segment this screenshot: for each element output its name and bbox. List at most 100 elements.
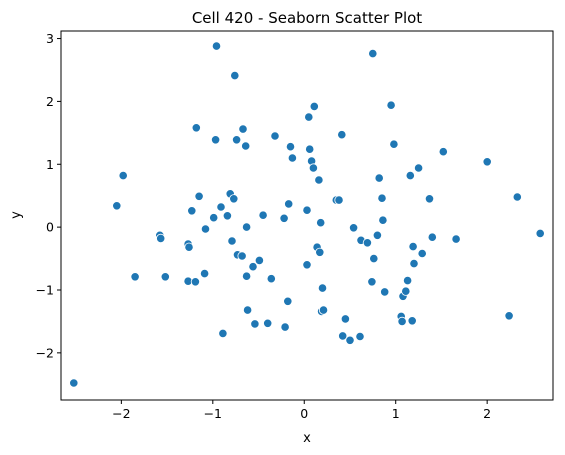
data-point-68 [355,331,365,342]
data-point-89 [409,258,419,269]
data-point-56 [316,218,326,228]
data-point-77 [378,215,388,225]
data-point-87 [407,316,417,326]
data-point-93 [427,232,437,242]
data-point-57 [315,247,325,257]
data-point-49 [304,112,314,122]
data-point-38 [263,318,273,328]
data-point-15 [200,224,211,234]
data-point-82 [397,316,407,326]
y-tick-label: 0 [46,220,54,235]
data-point-24 [229,194,239,204]
data-point-21 [222,211,232,221]
data-point-63 [337,130,347,140]
ticks-layer: −2 −1 0 1 2 −2 −1 0 1 2 3 [36,31,492,421]
data-point-33 [242,271,252,281]
data-point-14 [200,268,210,279]
data-point-35 [250,319,260,329]
data-point-42 [280,322,290,332]
x-axis-label: x [303,431,311,446]
data-point-44 [284,199,294,209]
data-point-25 [230,71,240,81]
data-point-97 [504,311,514,321]
data-point-16 [209,213,219,223]
data-point-58 [317,283,328,293]
data-point-45 [285,142,296,152]
data-point-80 [389,139,399,149]
data-point-34 [248,262,258,272]
data-point-37 [258,210,268,220]
points-layer [69,41,545,388]
data-point-40 [270,131,280,141]
data-point-79 [386,100,396,110]
data-point-41 [279,213,289,223]
data-point-99 [535,228,545,238]
y-tick-label: 3 [46,31,54,46]
data-point-20 [218,328,228,338]
data-point-3 [130,272,140,282]
x-tick-label: −1 [204,406,222,421]
data-point-8 [184,242,194,252]
data-point-46 [287,153,297,163]
x-tick-label: 0 [300,406,308,421]
data-point-48 [302,260,312,270]
data-point-94 [438,147,448,157]
data-point-12 [191,123,201,133]
data-point-2 [118,171,128,181]
data-point-32 [242,222,252,232]
data-point-72 [368,48,378,59]
data-point-86 [405,171,415,181]
y-tick-label: 1 [46,157,54,172]
data-point-62 [334,195,344,205]
y-tick-label: 2 [46,94,54,109]
y-tick-label: −1 [36,282,54,297]
data-point-30 [241,141,251,151]
data-point-88 [408,242,418,252]
x-tick-label: −2 [112,406,130,421]
data-point-71 [367,277,377,287]
data-point-60 [318,305,329,315]
data-point-31 [243,305,253,315]
y-axis-label: y [9,211,24,219]
data-point-29 [238,124,248,134]
data-point-73 [369,254,379,264]
data-point-50 [305,144,315,154]
data-point-92 [424,194,435,204]
data-point-76 [377,193,387,203]
data-point-90 [413,163,424,173]
data-point-39 [266,274,276,284]
data-point-67 [348,223,359,233]
data-point-36 [254,255,264,265]
data-point-91 [417,248,427,259]
data-point-5 [156,233,166,243]
y-tick-label: −2 [36,345,54,360]
data-point-65 [340,314,350,324]
data-point-10 [187,206,197,216]
data-point-23 [227,236,237,246]
data-point-47 [302,205,312,215]
x-tick-label: 1 [392,406,400,421]
data-point-64 [338,331,348,341]
data-point-96 [482,157,492,167]
data-point-98 [512,192,522,202]
data-point-84 [401,286,411,296]
data-point-85 [402,275,413,286]
data-point-78 [380,287,390,297]
data-point-74 [372,230,382,240]
data-point-95 [451,234,461,244]
data-point-75 [374,173,384,183]
data-point-28 [237,251,247,261]
data-point-1 [112,201,122,211]
data-point-70 [362,238,372,248]
data-point-19 [216,202,226,212]
data-point-52 [308,163,318,173]
data-point-0 [69,378,79,388]
data-point-13 [194,191,204,201]
x-tick-label: 2 [483,406,491,421]
data-point-53 [309,101,319,112]
data-point-18 [211,41,222,51]
data-point-66 [345,335,355,345]
chart-title: Cell 420 - Seaborn Scatter Plot [192,9,422,27]
data-point-17 [211,135,221,145]
